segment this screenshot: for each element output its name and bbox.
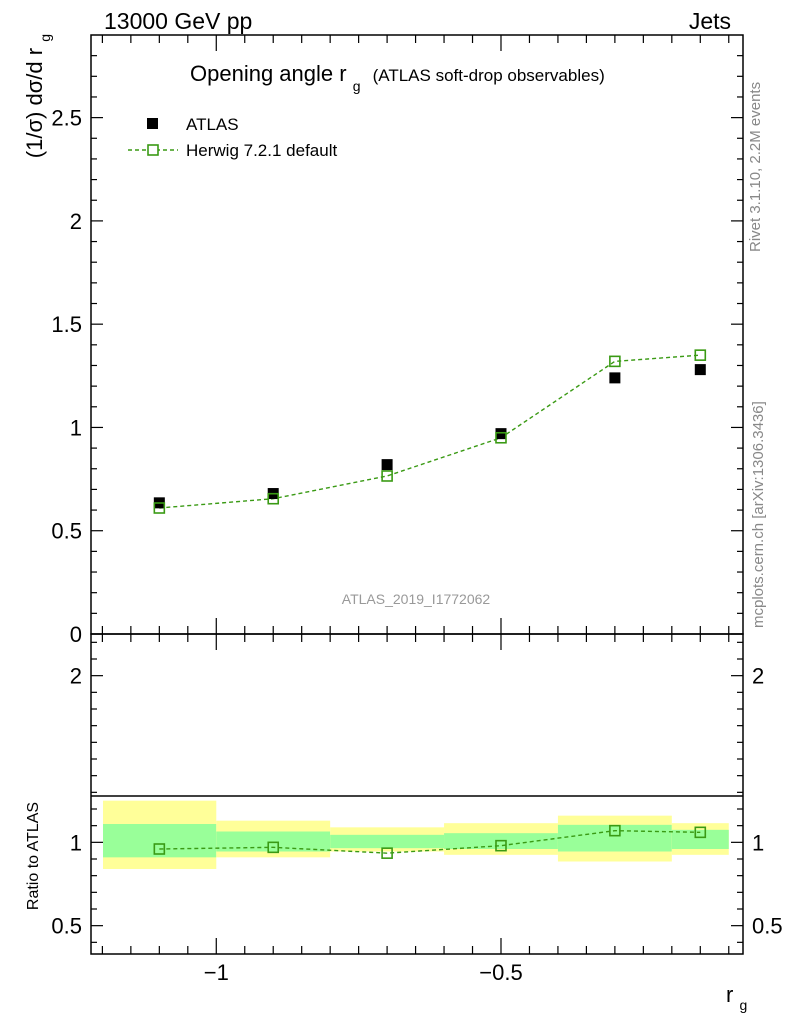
herwig-point xyxy=(694,349,707,361)
mcplots-info-label: mcplots.cern.ch [arXiv:1306.3436] xyxy=(750,401,767,628)
ratio-x-ticks: −1 −0.5 xyxy=(101,634,730,985)
main-y-tick-label: 1 xyxy=(70,415,82,440)
ratio-y-axis-label: Ratio to ATLAS xyxy=(25,802,42,910)
atlas-point xyxy=(609,372,621,384)
ratio-y-tick-label: 2 xyxy=(70,664,82,689)
herwig-point xyxy=(609,355,621,368)
ratio-band-inner xyxy=(671,829,729,849)
herwig-ratio-point xyxy=(267,841,280,854)
plot-watermark: ATLAS_2019_I1772062 xyxy=(342,591,491,607)
x-tick-label: −0.5 xyxy=(479,960,522,985)
herwig-ratio-point xyxy=(381,847,393,859)
main-y-axis-label-main: (1/σ) dσ/d r xyxy=(22,48,47,158)
herwig-ratio-point xyxy=(495,839,507,852)
main-y-axis-label: (1/σ) dσ/d r g xyxy=(22,34,53,158)
main-y-tick-label: 2 xyxy=(70,209,82,234)
plot-title-main: Opening angle r xyxy=(190,61,347,86)
ratio-band-inner xyxy=(557,824,672,852)
legend-mc-label: Herwig 7.2.1 default xyxy=(186,141,337,160)
legend-mc-marker xyxy=(147,144,159,156)
legend-data-marker xyxy=(147,118,158,129)
herwig-point xyxy=(267,492,280,505)
header-collision-label: 13000 GeV pp xyxy=(104,8,252,34)
x-axis-label-subscript: g xyxy=(739,997,747,1013)
legend: ATLAS Herwig 7.2.1 default xyxy=(128,115,337,160)
ratio-panel: 0.5 0.5 1 1 2 2 −1 −0.5 Ratio to ATLAS xyxy=(25,633,783,985)
main-y-tick-label: 2.5 xyxy=(51,106,82,131)
x-axis-label: r g xyxy=(726,982,747,1013)
main-y-tick-label: 0 xyxy=(70,622,82,647)
herwig-line xyxy=(159,354,701,509)
main-y-ticks: 0 0.5 1 1.5 2 2.5 xyxy=(51,55,743,647)
header-category-label: Jets xyxy=(689,8,731,34)
ratio-y-tick-label-right: 1 xyxy=(752,830,764,855)
ratio-y-tick-label: 1 xyxy=(70,830,82,855)
herwig-point xyxy=(495,431,507,444)
main-y-tick-label: 1.5 xyxy=(51,312,82,337)
ratio-band-inner xyxy=(216,831,331,852)
plot-title-subscript: g xyxy=(353,78,361,94)
atlas-point xyxy=(495,428,507,440)
herwig-point xyxy=(153,502,166,514)
herwig-point xyxy=(381,470,393,482)
plot-title: Opening angle r g (ATLAS soft-drop obser… xyxy=(190,61,605,96)
ratio-y-tick-label-right: 2 xyxy=(752,664,764,689)
rivet-info-label: Rivet 3.1.10, 2.2M events xyxy=(747,82,764,252)
main-y-tick-label: 0.5 xyxy=(51,519,82,544)
atlas-point xyxy=(381,459,393,471)
main-y-axis-label-subscript: g xyxy=(37,34,53,42)
herwig-ratio-point xyxy=(609,824,621,837)
x-axis-label-main: r xyxy=(726,982,733,1007)
ratio-band-inner xyxy=(103,824,217,858)
ratio-y-tick-label: 0.5 xyxy=(51,914,82,939)
herwig-ratio-line xyxy=(159,829,701,854)
ratio-data-marks xyxy=(153,824,707,859)
main-x-ticks xyxy=(101,35,730,634)
x-tick-label: −1 xyxy=(204,960,229,985)
main-panel: 0 0.5 1 1.5 2 2.5 ATLAS_2019_I1772062 Opening… xyxy=(22,34,744,647)
plot-title-paren: (ATLAS soft-drop observables) xyxy=(373,66,605,85)
legend-data-label: ATLAS xyxy=(186,115,239,134)
herwig-ratio-point xyxy=(153,843,166,855)
ratio-uncertainty-bands xyxy=(103,800,729,869)
ratio-y-ticks: 0.5 0.5 1 1 2 2 xyxy=(51,641,783,943)
herwig-ratio-point xyxy=(694,826,707,839)
main-data-marks xyxy=(153,349,707,514)
ratio-y-tick-label-right: 0.5 xyxy=(752,914,783,939)
atlas-point xyxy=(694,364,706,376)
ratio-band-inner xyxy=(330,834,445,849)
ratio-plot-frame xyxy=(90,633,744,955)
